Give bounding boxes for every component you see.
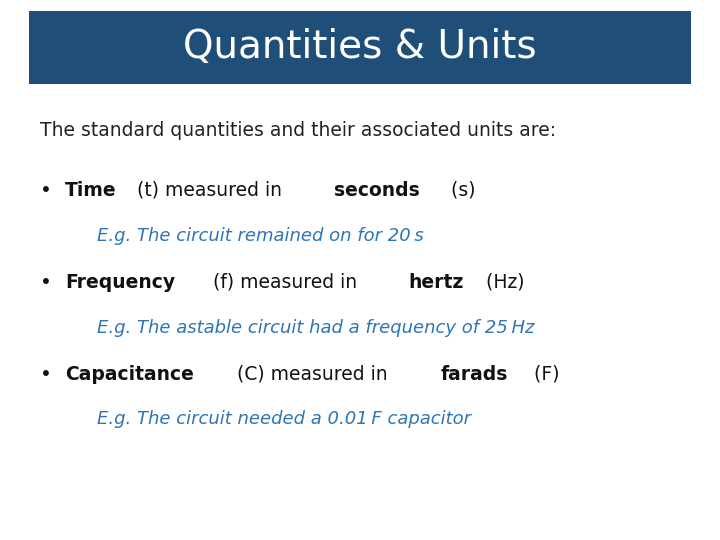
Text: •: • bbox=[40, 273, 51, 292]
Text: •: • bbox=[40, 181, 51, 200]
Text: (t) measured in: (t) measured in bbox=[132, 181, 289, 200]
Text: (Hz): (Hz) bbox=[480, 273, 524, 292]
Text: (C) measured in: (C) measured in bbox=[231, 364, 394, 383]
Text: farads: farads bbox=[441, 364, 508, 383]
Text: seconds: seconds bbox=[334, 181, 420, 200]
Text: Quantities & Units: Quantities & Units bbox=[183, 28, 537, 66]
Text: E.g. The circuit needed a 0.01 F capacitor: E.g. The circuit needed a 0.01 F capacit… bbox=[97, 410, 471, 428]
Text: hertz: hertz bbox=[408, 273, 464, 292]
Text: E.g. The astable circuit had a frequency of 25 Hz: E.g. The astable circuit had a frequency… bbox=[97, 319, 535, 336]
Text: Capacitance: Capacitance bbox=[65, 364, 194, 383]
Text: Time: Time bbox=[65, 181, 117, 200]
Text: Frequency: Frequency bbox=[65, 273, 175, 292]
Text: (s): (s) bbox=[445, 181, 475, 200]
Text: (f) measured in: (f) measured in bbox=[207, 273, 363, 292]
Text: •: • bbox=[40, 364, 51, 383]
Text: E.g. The circuit remained on for 20 s: E.g. The circuit remained on for 20 s bbox=[97, 227, 424, 245]
Text: (F): (F) bbox=[528, 364, 559, 383]
Text: The standard quantities and their associated units are:: The standard quantities and their associ… bbox=[40, 122, 556, 140]
FancyBboxPatch shape bbox=[29, 11, 691, 84]
